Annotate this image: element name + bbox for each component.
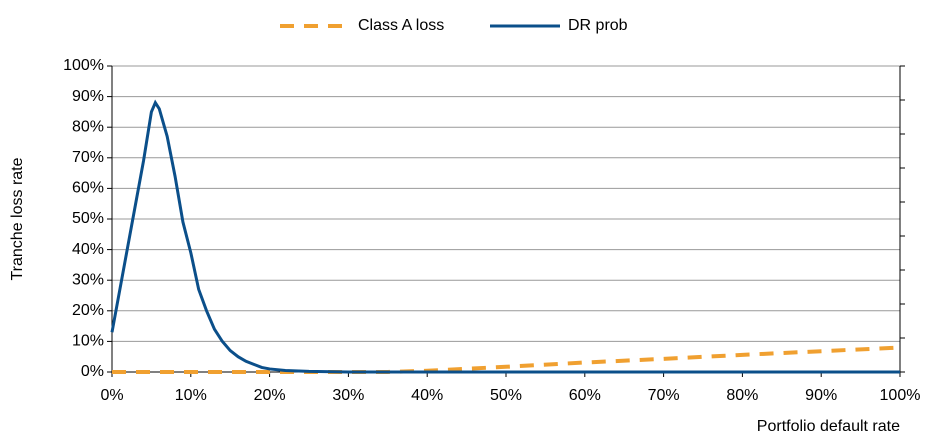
x-tick-label: 40%	[411, 387, 443, 404]
x-tick-label: 0%	[100, 387, 123, 404]
x-tick-label: 20%	[254, 387, 286, 404]
y-tick-label: 30%	[72, 271, 104, 288]
x-tick-label: 60%	[569, 387, 601, 404]
x-tick-label: 50%	[490, 387, 522, 404]
x-axis-title: Portfolio default rate	[757, 418, 900, 435]
y-tick-label: 40%	[72, 241, 104, 258]
y-tick-label: 50%	[72, 210, 104, 227]
y-tick-label: 80%	[72, 118, 104, 135]
x-tick-label: 30%	[332, 387, 364, 404]
series-line	[112, 345, 901, 374]
y-tick-label: 0%	[81, 363, 104, 380]
legend-label: DR prob	[568, 17, 628, 34]
series-line	[110, 99, 900, 374]
y-tick-label: 60%	[72, 180, 104, 197]
y-tick-label: 10%	[72, 333, 104, 350]
y-tick-label: 20%	[72, 302, 104, 319]
x-tick-label: 100%	[880, 387, 921, 404]
x-tick-label: 80%	[726, 387, 758, 404]
x-tick-label: 10%	[175, 387, 207, 404]
y-tick-label: 70%	[72, 149, 104, 166]
legend-label: Class A loss	[358, 17, 444, 34]
y-axis-title: Tranche loss rate	[9, 157, 26, 280]
y-tick-label: 100%	[63, 57, 104, 74]
x-tick-label: 70%	[648, 387, 680, 404]
x-tick-label: 90%	[805, 387, 837, 404]
y-tick-label: 90%	[72, 88, 104, 105]
